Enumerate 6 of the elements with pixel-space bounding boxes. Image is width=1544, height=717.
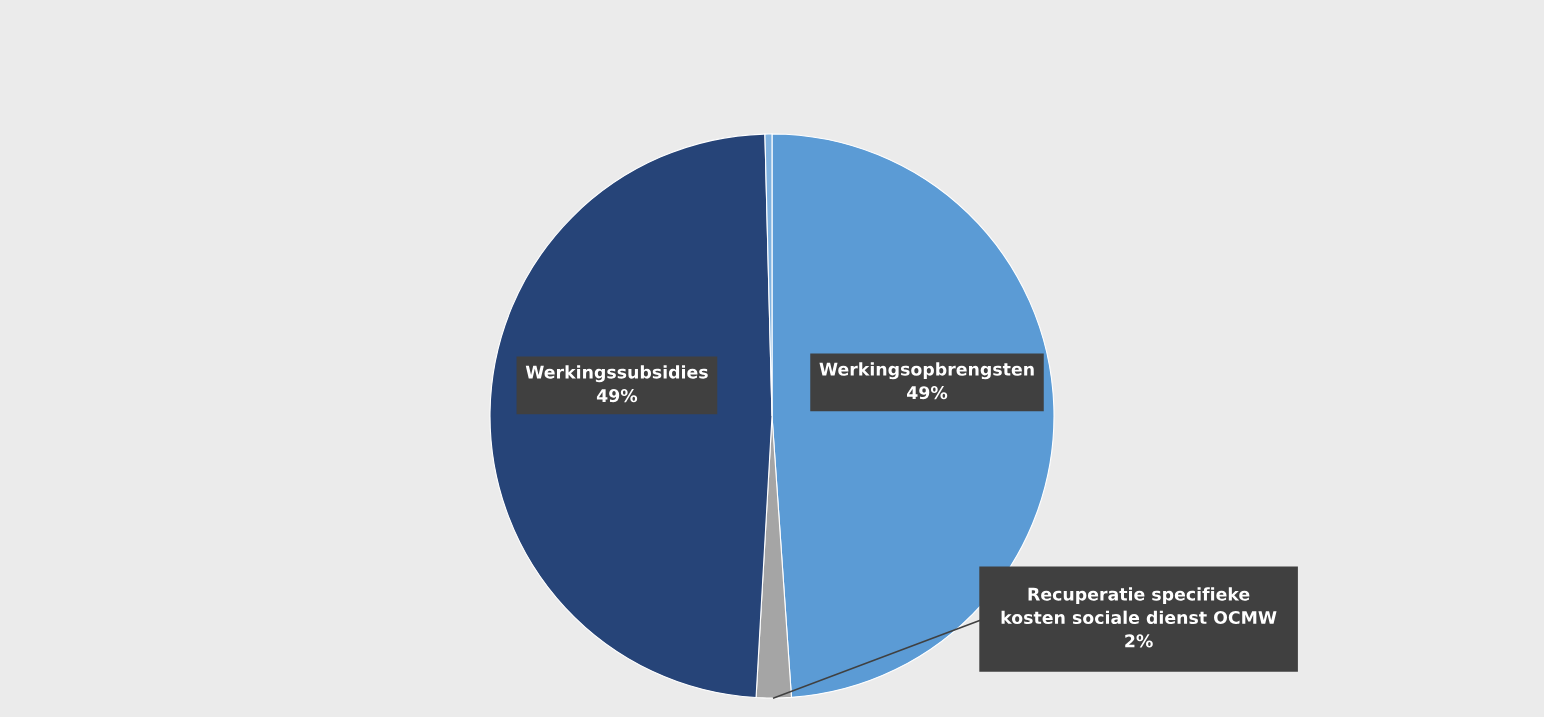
data-label: 49% xyxy=(596,389,638,403)
slice-label: Werkingsopbrengsten xyxy=(819,362,1034,380)
slice-label: Recuperatie specifieke kosten sociale dienst OCMW xyxy=(1001,587,1277,625)
data-label: 2% xyxy=(1125,634,1153,648)
data-label: 49% xyxy=(907,386,948,400)
slice-label: Werkingssubsidies xyxy=(525,365,708,383)
